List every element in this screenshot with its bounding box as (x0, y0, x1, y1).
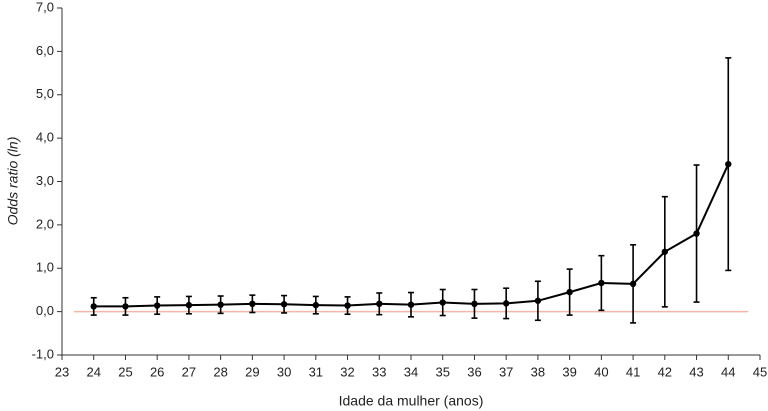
x-tick-label: 34 (404, 364, 418, 379)
x-tick-label: 43 (689, 364, 703, 379)
x-tick-label: 32 (340, 364, 354, 379)
data-point (217, 301, 224, 308)
data-point (598, 279, 605, 287)
x-tick-label: 35 (435, 364, 449, 379)
x-axis-title: Idade da mulher (anos) (339, 393, 484, 409)
x-tick-label: 44 (721, 364, 735, 379)
data-point (629, 280, 637, 288)
y-tick-label: 6,0 (36, 43, 54, 58)
x-tick-label: 37 (499, 364, 513, 379)
x-tick-label: 24 (86, 364, 100, 379)
data-point (312, 301, 320, 309)
y-tick-label: -1,0 (32, 346, 54, 361)
data-point (566, 288, 573, 296)
data-point (153, 302, 161, 309)
data-point (344, 302, 351, 309)
x-tick-label: 38 (531, 364, 545, 379)
data-point (661, 248, 669, 255)
data-point (439, 299, 446, 306)
x-tick-label: 42 (658, 364, 672, 379)
x-tick-label: 30 (277, 364, 291, 379)
data-point (90, 303, 97, 310)
x-tick-label: 36 (467, 364, 481, 379)
y-axis-title: Odds ratio (ln) (5, 137, 21, 226)
data-point (249, 300, 256, 308)
x-tick-label: 33 (372, 364, 386, 379)
data-point (122, 303, 129, 310)
x-tick-label: 31 (309, 364, 323, 379)
y-tick-label: 4,0 (36, 130, 54, 145)
y-tick-label: 7,0 (36, 0, 54, 14)
x-tick-label: 26 (150, 364, 164, 379)
y-tick-label: 2,0 (36, 216, 54, 231)
y-tick-label: 1,0 (36, 260, 54, 275)
data-point (502, 300, 510, 307)
data-point (534, 297, 542, 304)
data-point (725, 160, 732, 168)
y-tick-label: 5,0 (36, 86, 54, 101)
x-tick-label: 29 (245, 364, 259, 379)
y-tick-label: 3,0 (36, 173, 54, 188)
x-tick-label: 40 (594, 364, 608, 379)
data-point (280, 301, 288, 308)
x-tick-label: 41 (626, 364, 640, 379)
y-tick-label: 0,0 (36, 303, 54, 318)
data-point (693, 230, 700, 237)
data-point (471, 300, 478, 308)
data-point (185, 301, 193, 309)
x-tick-label: 23 (55, 364, 69, 379)
x-tick-label: 28 (213, 364, 227, 379)
x-tick-label: 25 (118, 364, 132, 379)
x-tick-label: 45 (753, 364, 767, 379)
data-point (376, 300, 383, 308)
x-tick-label: 27 (182, 364, 196, 379)
x-tick-label: 39 (562, 364, 576, 379)
data-point (407, 301, 415, 308)
